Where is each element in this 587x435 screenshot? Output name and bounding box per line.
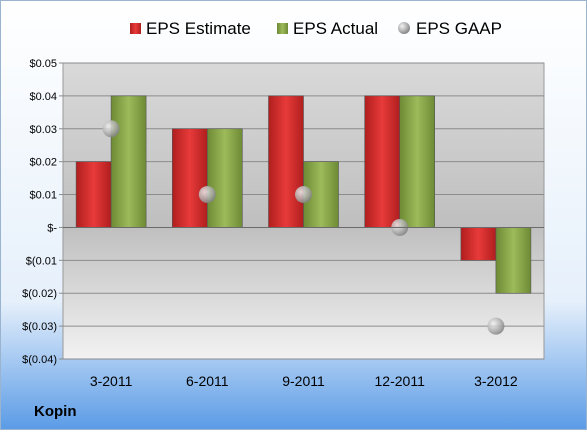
actual-bar xyxy=(207,128,243,228)
x-tick-label: 6-2011 xyxy=(186,373,229,389)
legend-swatch-gaap xyxy=(398,22,410,34)
x-axis: 3-2011 6-2011 9-2011 12-2011 3-2012 xyxy=(63,226,544,389)
legend: EPS Estimate EPS Actual EPS GAAP xyxy=(130,19,502,38)
legend-label-gaap: EPS GAAP xyxy=(416,19,502,38)
x-tick-label: 3-2011 xyxy=(90,373,133,389)
x-tick-label: 12-2011 xyxy=(375,373,426,389)
gaap-point xyxy=(295,186,312,204)
x-tick-label: 9-2011 xyxy=(282,373,325,389)
legend-item-estimate: EPS Estimate xyxy=(130,19,251,38)
estimate-bar xyxy=(268,95,304,228)
y-tick-label: $- xyxy=(47,222,57,234)
estimate-bar xyxy=(172,128,208,228)
y-tick-label: $0.05 xyxy=(29,58,57,70)
y-tick-label: $(0.04) xyxy=(22,354,57,366)
y-tick-label: $0.01 xyxy=(29,190,57,202)
gaap-point xyxy=(487,317,505,335)
actual-bar xyxy=(399,95,436,228)
y-tick-label: $(0.03) xyxy=(22,321,57,333)
legend-label-estimate: EPS Estimate xyxy=(146,19,251,38)
actual-bar xyxy=(110,95,147,228)
legend-item-gaap: EPS GAAP xyxy=(398,19,502,38)
estimate-bar xyxy=(364,95,401,228)
legend-label-actual: EPS Actual xyxy=(293,19,378,38)
estimate-bar xyxy=(460,227,497,261)
y-tick-label: $0.03 xyxy=(29,124,57,136)
gaap-point xyxy=(198,186,216,204)
y-tick-label: $0.04 xyxy=(29,91,57,103)
y-tick-label: $0.02 xyxy=(29,157,57,169)
gaap-points xyxy=(102,120,505,335)
legend-item-actual: EPS Actual xyxy=(277,19,378,38)
y-tick-label: $(0.01 xyxy=(26,255,57,267)
legend-swatch-actual xyxy=(277,23,288,34)
estimate-bar xyxy=(75,161,112,228)
x-tick-label: 3-2012 xyxy=(474,373,518,389)
legend-swatch-estimate xyxy=(130,23,141,34)
y-axis: $0.05 $0.04 $0.03 $0.02 $0.01 $- $(0.01 $(0.02)… xyxy=(22,58,63,366)
company-label: Kopin xyxy=(34,403,77,420)
y-tick-label: $(0.02) xyxy=(22,288,57,300)
actual-bar xyxy=(495,227,532,294)
gaap-point xyxy=(102,120,120,138)
bars xyxy=(75,95,532,294)
